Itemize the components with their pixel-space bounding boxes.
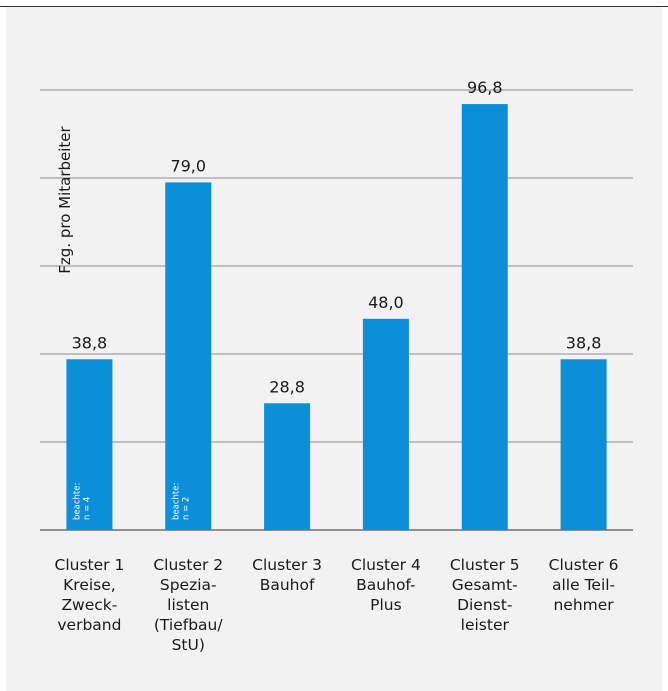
value-label: 38,8 [72,333,108,352]
bar-note: beachte:n = 4 [72,483,92,520]
top-rule [0,0,668,7]
value-label: 38,8 [566,333,602,352]
chart-panel [6,7,662,691]
bars [66,104,607,530]
value-label: 48,0 [368,293,404,312]
bar [461,104,508,530]
bar [165,182,212,530]
x-tick-label: Cluster 5 Gesamt-Dienst-leister [450,556,520,634]
bar [560,359,607,530]
bar [264,403,311,530]
x-tick-label: Cluster 2 Spezia-listen (Tiefbau/StU) [153,556,223,654]
bar [66,359,113,530]
gridlines [40,89,633,531]
bar [362,318,409,530]
x-tick-label: Cluster 1 Kreise, Zweck-verband [55,556,125,634]
bar-note: beachte:n = 2 [171,483,191,520]
x-tick-label: Cluster 4 Bauhof-Plus [351,556,421,614]
y-axis-label: Fzg. pro Mitarbeiter [56,125,74,273]
x-axis-labels: Cluster 1 Kreise, Zweck-verband Cluster 2 Sp… [55,556,619,654]
value-label: 28,8 [269,377,305,396]
bar-notes: beachte:n = 4 beachte:n = 2 [72,483,191,520]
value-labels: 38,8 79,0 28,8 48,0 96,8 38,8 [72,78,602,396]
x-tick-label: Cluster 6 alle Teil-nehmer [549,556,619,614]
value-label: 79,0 [170,156,206,175]
value-label: 96,8 [467,78,503,97]
x-tick-label: Cluster 3 Bauhof [252,556,322,594]
